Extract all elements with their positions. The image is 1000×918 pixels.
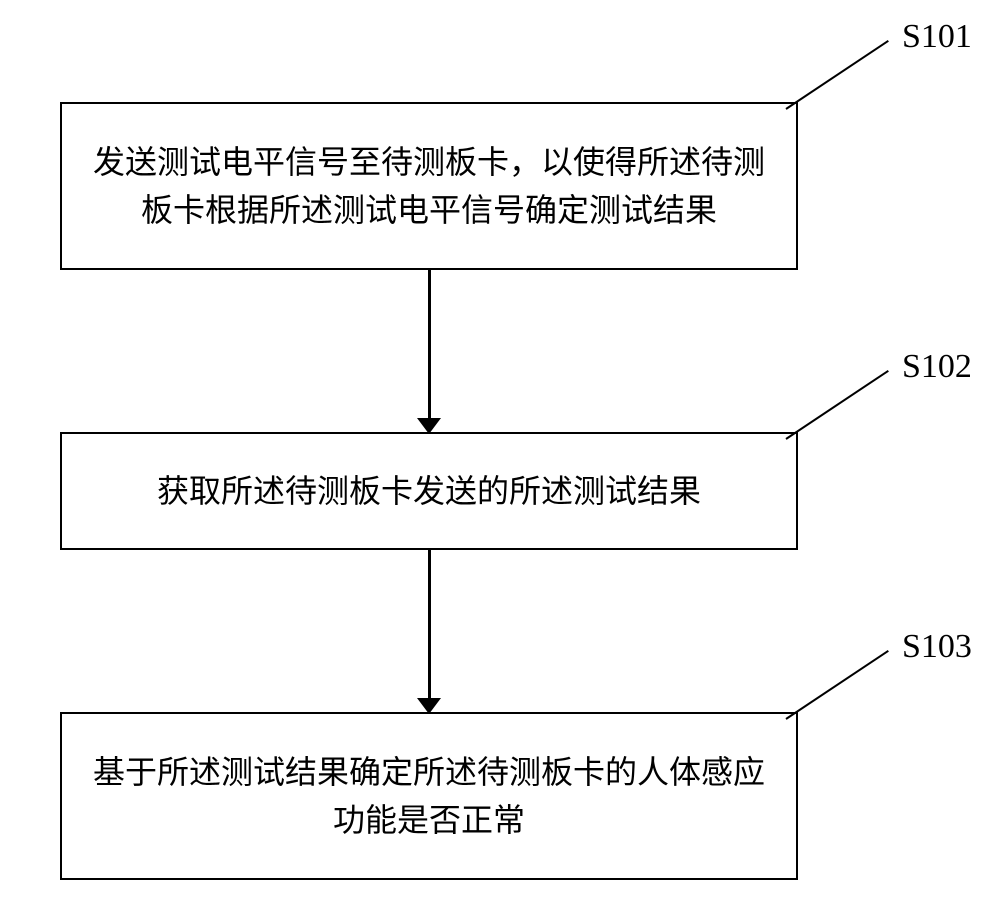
callout-line-2: [785, 370, 888, 440]
flow-label-1: S101: [902, 18, 972, 56]
flow-label-2: S102: [902, 348, 972, 386]
arrow-head-2: [417, 698, 441, 714]
arrow-head-1: [417, 418, 441, 434]
flow-label-3: S103: [902, 628, 972, 666]
flowchart-container: 发送测试电平信号至待测板卡，以使得所述待测板卡根据所述测试电平信号确定测试结果 …: [0, 0, 1000, 918]
flow-step-2: 获取所述待测板卡发送的所述测试结果: [60, 432, 798, 550]
flow-step-1-text: 发送测试电平信号至待测板卡，以使得所述待测板卡根据所述测试电平信号确定测试结果: [82, 138, 776, 234]
callout-line-3: [785, 650, 888, 720]
callout-line-1: [785, 40, 888, 110]
flow-step-2-text: 获取所述待测板卡发送的所述测试结果: [157, 467, 701, 515]
flow-step-3-text: 基于所述测试结果确定所述待测板卡的人体感应功能是否正常: [82, 748, 776, 844]
arrow-line-2: [428, 550, 431, 700]
flow-step-1: 发送测试电平信号至待测板卡，以使得所述待测板卡根据所述测试电平信号确定测试结果: [60, 102, 798, 270]
arrow-line-1: [428, 270, 431, 420]
flow-step-3: 基于所述测试结果确定所述待测板卡的人体感应功能是否正常: [60, 712, 798, 880]
